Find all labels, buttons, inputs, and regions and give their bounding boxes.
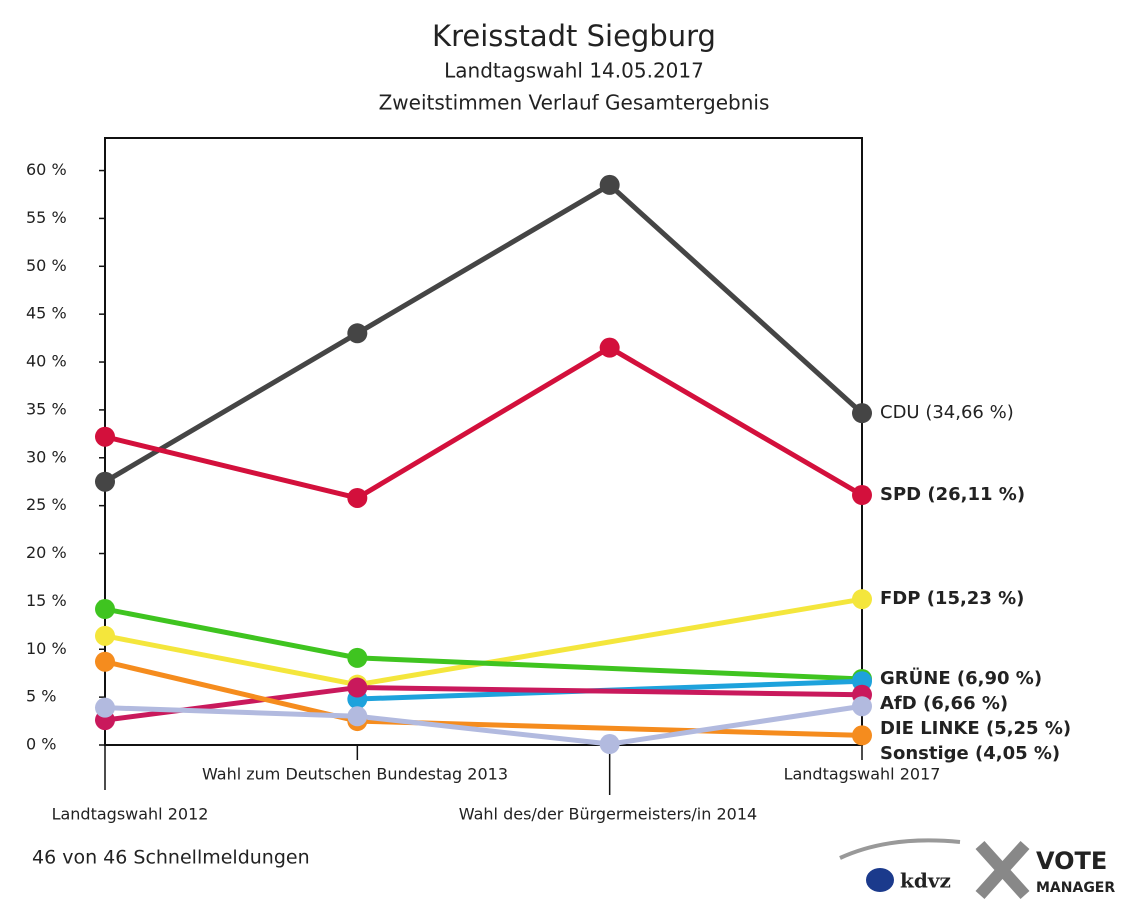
logo-text: MANAGER bbox=[1036, 880, 1115, 896]
y-tick-label: 5 % bbox=[26, 687, 56, 706]
footer-note: 46 von 46 Schnellmeldungen bbox=[32, 847, 310, 869]
y-tick-label: 35 % bbox=[26, 399, 67, 418]
gap-bridge bbox=[356, 596, 863, 688]
point bbox=[852, 696, 872, 717]
point bbox=[95, 426, 115, 447]
x-tick-label: Wahl des/der Bürgermeisters/in 2014 bbox=[459, 805, 757, 824]
chart-subtitle: Landtagswahl 14.05.2017 bbox=[444, 59, 704, 83]
point bbox=[599, 337, 620, 358]
point bbox=[347, 487, 368, 508]
chart-title: Kreisstadt Siegburg bbox=[432, 19, 716, 53]
point bbox=[95, 471, 115, 492]
y-tick-label: 40 % bbox=[26, 352, 67, 371]
y-tick-label: 10 % bbox=[26, 639, 67, 658]
y-tick-label: 0 % bbox=[26, 735, 56, 754]
point bbox=[95, 625, 115, 646]
point bbox=[347, 706, 368, 727]
x-tick-label: Landtagswahl 2017 bbox=[784, 765, 941, 784]
chart-subtitle: Zweitstimmen Verlauf Gesamtergebnis bbox=[379, 91, 770, 115]
series-line bbox=[103, 182, 864, 484]
point bbox=[599, 174, 620, 195]
y-tick-label: 45 % bbox=[26, 304, 67, 323]
y-tick-label: 15 % bbox=[26, 591, 67, 610]
point bbox=[347, 323, 368, 344]
point bbox=[852, 485, 872, 506]
point bbox=[599, 734, 620, 755]
logo-text: VOTE bbox=[1036, 847, 1107, 875]
point bbox=[852, 725, 872, 746]
y-tick-label: 50 % bbox=[26, 256, 67, 275]
logo-text: kdvz bbox=[900, 869, 951, 893]
point bbox=[95, 697, 115, 718]
x-tick-label: Landtagswahl 2012 bbox=[52, 805, 209, 824]
series-line bbox=[104, 345, 864, 501]
series-label: DIE LINKE (5,25 %) bbox=[880, 718, 1071, 739]
plot-frame bbox=[104, 137, 863, 746]
series-label: SPD (26,11 %) bbox=[880, 484, 1025, 505]
y-tick-label: 25 % bbox=[26, 495, 67, 514]
logo-x bbox=[975, 840, 1030, 900]
gap-bridge bbox=[357, 685, 863, 698]
point bbox=[347, 677, 368, 698]
logo-swoosh bbox=[839, 838, 961, 860]
x-tick-label: Wahl zum Deutschen Bundestag 2013 bbox=[202, 765, 508, 784]
series-label: AfD (6,66 %) bbox=[880, 693, 1008, 714]
series-label: CDU (34,66 %) bbox=[880, 402, 1014, 423]
point bbox=[852, 589, 872, 610]
logo-ball bbox=[866, 868, 894, 892]
logo: kdvz VOTE MANAGER bbox=[839, 838, 1115, 900]
point bbox=[95, 651, 115, 672]
y-tick-label: 55 % bbox=[26, 208, 67, 227]
series-label: GRÜNE (6,90 %) bbox=[880, 667, 1042, 689]
y-tick-label: 20 % bbox=[26, 543, 67, 562]
point bbox=[95, 599, 115, 620]
y-tick-label: 60 % bbox=[26, 160, 67, 179]
series-label: Sonstige (4,05 %) bbox=[880, 743, 1060, 764]
point bbox=[347, 647, 368, 668]
gap-bridge bbox=[357, 655, 863, 682]
y-tick-label: 30 % bbox=[26, 447, 67, 466]
series-label: FDP (15,23 %) bbox=[880, 588, 1024, 609]
point bbox=[852, 403, 872, 424]
series-line bbox=[104, 703, 863, 747]
